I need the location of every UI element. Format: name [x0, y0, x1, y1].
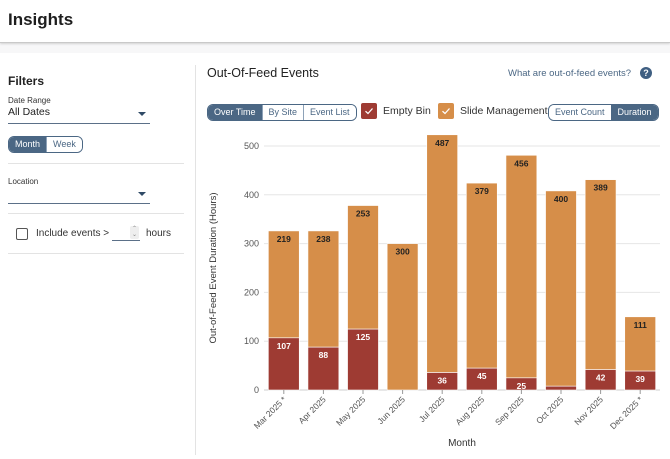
insights-panel: Filters Date Range All Dates Month Week … [0, 53, 670, 459]
tab-by-site[interactable]: By Site [261, 105, 304, 120]
bar-empty-bin [347, 328, 379, 391]
x-axis-ticks: Mar 2025 * Apr 2025 May 2025 Jun 2025 Jul 20… [252, 390, 645, 431]
divider [195, 65, 196, 455]
include-events-label: Include events > [36, 228, 110, 239]
tab-duration[interactable]: Duration [610, 105, 658, 120]
granularity-week[interactable]: Week [46, 137, 82, 152]
date-range-label: Date Range [8, 96, 51, 105]
bar-empty-bin [545, 385, 577, 391]
help-link[interactable]: What are out-of-feed events? [508, 68, 632, 79]
data-label: 400 [554, 194, 568, 204]
divider [8, 253, 184, 254]
bar-slide-management [584, 179, 617, 370]
spinner-icon[interactable]: ⌃ ⌄ [130, 226, 139, 239]
bar-slide-management [307, 230, 340, 348]
legend-empty-bin-label: Empty Bin [383, 105, 431, 117]
x-tick-label: Apr 2025 [296, 394, 328, 426]
x-tick-label: Jul 2025 [417, 394, 447, 424]
y-tick-label: 100 [244, 336, 259, 346]
data-label: 111 [634, 320, 648, 330]
metric-tabs: Event Count Duration [548, 104, 659, 121]
data-label: 36 [437, 375, 447, 385]
page-header: Insights [0, 0, 670, 43]
bar-slide-management [426, 134, 458, 373]
bar-slide-management [386, 243, 419, 391]
bar-slide-management [505, 154, 538, 379]
x-tick-label: Jun 2025 [375, 394, 407, 426]
location-select[interactable] [8, 184, 150, 204]
y-tick-label: 0 [254, 385, 259, 395]
y-tick-label: 400 [244, 190, 259, 200]
y-tick-label: 300 [244, 239, 259, 249]
page-title: Insights [8, 10, 74, 29]
bar-slide-management [347, 205, 379, 330]
x-tick-label: Dec 2025 * [608, 394, 645, 431]
data-label: 39 [635, 374, 645, 384]
data-label: 42 [596, 373, 606, 383]
data-label: 238 [316, 234, 330, 244]
data-label: 300 [396, 247, 410, 257]
bars: 107 219 88 238 125 253 300 36 487 45 379 25 456 400 42… [268, 134, 656, 391]
include-events-checkbox[interactable] [16, 228, 28, 240]
divider [8, 213, 184, 214]
data-label: 219 [277, 234, 291, 244]
tab-event-count[interactable]: Event Count [549, 105, 611, 120]
legend-slide-management-label: Slide Management [460, 105, 548, 117]
date-range-select[interactable]: All Dates [8, 104, 150, 124]
stacked-bar-chart: 0 100 200 300 400 500 107 219 88 238 125 253 300 36 4… [208, 134, 660, 449]
view-tabs: Over Time By Site Event List [207, 104, 357, 121]
legend-empty-bin-checkbox[interactable] [361, 103, 377, 119]
check-icon [365, 108, 373, 115]
bar-slide-management [545, 190, 577, 387]
x-tick-label: Nov 2025 [572, 394, 605, 427]
hours-threshold-input[interactable]: ⌃ ⌄ [112, 225, 140, 241]
filters-title: Filters [8, 74, 45, 88]
bar-slide-management [624, 316, 656, 372]
chevron-down-icon [138, 112, 146, 116]
help-icon[interactable]: ? [640, 67, 652, 79]
y-tick-label: 500 [244, 141, 259, 151]
data-label: 389 [594, 183, 608, 193]
x-tick-label: Aug 2025 [453, 394, 486, 427]
x-tick-label: May 2025 [334, 394, 368, 428]
check-icon [442, 108, 450, 115]
data-label: 125 [356, 332, 370, 342]
date-range-value: All Dates [8, 106, 51, 118]
tab-event-list[interactable]: Event List [303, 105, 356, 120]
filters-sidebar: Filters Date Range All Dates Month Week … [0, 53, 195, 459]
data-label: 253 [356, 209, 370, 219]
x-axis-label: Month [448, 438, 476, 449]
x-tick-label: Oct 2025 [534, 394, 566, 426]
granularity-month[interactable]: Month [9, 137, 47, 152]
tab-over-time[interactable]: Over Time [208, 105, 262, 120]
chevron-down-icon [138, 192, 146, 196]
y-axis-label: Out-of-Feed Event Duration (Hours) [208, 192, 219, 343]
y-axis-ticks: 0 100 200 300 400 500 [244, 141, 259, 395]
hours-unit-label: hours [146, 228, 172, 239]
data-label: 379 [475, 186, 489, 196]
data-label: 88 [319, 350, 329, 360]
data-label: 45 [477, 371, 487, 381]
bar-empty-bin [307, 346, 340, 391]
bar-slide-management [268, 230, 300, 339]
data-label: 107 [277, 341, 291, 351]
chart-title: Out-Of-Feed Events [207, 66, 319, 80]
x-tick-label: Mar 2025 * [252, 394, 289, 431]
data-label: 25 [517, 381, 527, 391]
data-label: 487 [435, 138, 449, 148]
legend-slide-management-checkbox[interactable] [438, 103, 454, 119]
y-tick-label: 200 [244, 287, 259, 297]
location-label: Location [8, 177, 39, 186]
divider [8, 163, 184, 164]
data-label: 456 [514, 158, 528, 168]
bar-slide-management [466, 182, 498, 369]
x-tick-label: Sep 2025 [493, 394, 526, 427]
granularity-toggle: Month Week [8, 136, 83, 153]
